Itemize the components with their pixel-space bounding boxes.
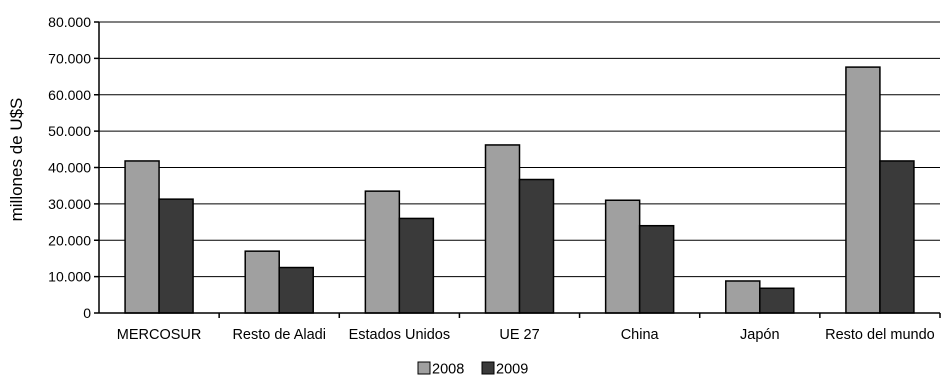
bar-2008-2 xyxy=(364,190,401,314)
x-tick-label: Resto del mundo xyxy=(825,327,935,343)
x-tick-label: Estados Unidos xyxy=(349,327,451,343)
y-tick-label: 20.000 xyxy=(48,232,91,248)
bars xyxy=(124,66,915,314)
bar-2008-5 xyxy=(725,280,761,314)
legend: 2008 2009 xyxy=(417,361,528,378)
bar-2008-1 xyxy=(244,250,280,314)
bar-2008-6 xyxy=(845,66,881,314)
y-tick-label: 10.000 xyxy=(48,269,91,285)
y-tick-label: 0 xyxy=(83,305,91,321)
y-axis-label: millones de U$S xyxy=(7,98,26,222)
x-tick-label: China xyxy=(621,327,660,343)
x-tick-label: UE 27 xyxy=(499,327,539,343)
bar-2009-6 xyxy=(879,160,915,314)
bar-2009-3 xyxy=(518,178,555,314)
bar-2008-4 xyxy=(604,199,641,314)
bar-2009-1 xyxy=(278,266,314,314)
y-tick-label: 60.000 xyxy=(48,87,91,103)
legend-swatch-2008 xyxy=(417,361,431,375)
y-tick-label: 70.000 xyxy=(48,50,91,66)
x-tick-label: Resto de Aladi xyxy=(232,327,326,343)
bar-2009-4 xyxy=(638,224,675,314)
bar-2009-0 xyxy=(158,198,194,314)
y-tick-label: 50.000 xyxy=(48,123,91,139)
legend-label-2009: 2009 xyxy=(496,362,528,378)
y-tick-label: 30.000 xyxy=(48,196,91,212)
y-tick-label: 40.000 xyxy=(48,160,91,176)
legend-label-2008: 2008 xyxy=(432,362,464,378)
x-tick-label: MERCOSUR xyxy=(117,327,202,343)
bar-2009-2 xyxy=(398,217,435,314)
x-ticks: MERCOSUR Resto de Aladi Estados Unidos UE 2… xyxy=(117,313,941,343)
x-tick-label: Japón xyxy=(740,327,780,343)
bar-2008-3 xyxy=(484,144,521,314)
legend-swatch-2009 xyxy=(481,361,495,375)
bar-2009-5 xyxy=(759,287,795,314)
bar-2008-0 xyxy=(124,160,160,314)
y-tick-label: 80.000 xyxy=(48,14,91,30)
y-ticks: 0 10.000 20.000 30.000 40.000 50.000 60.000 70.… xyxy=(48,14,99,321)
